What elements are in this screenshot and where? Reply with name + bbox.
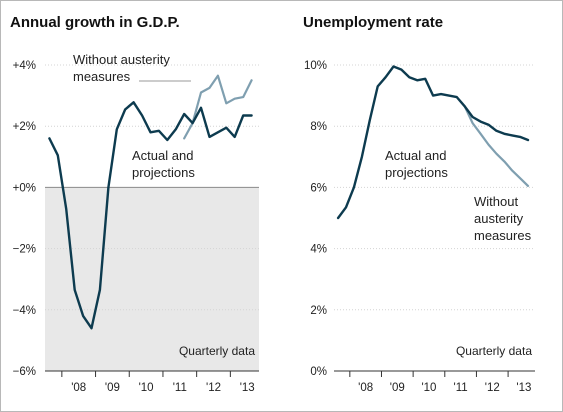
unemployment-without-label-3: measures: [474, 228, 532, 243]
gdp-x-tick-label: '08: [71, 382, 86, 394]
gdp-y-ticks: +4% +2% +0% −2% −4% −6%: [13, 60, 36, 378]
gdp-without-label-2: measures: [73, 69, 131, 84]
unemployment-x-ticks: '08 '09 '10 '11 '12 '13: [349, 371, 531, 394]
un-y-tick-label: 8%: [310, 121, 327, 133]
gdp-x-tick-label: '09: [105, 382, 120, 394]
gdp-x-tick-label: '10: [139, 382, 154, 394]
un-y-tick-label: 4%: [310, 244, 327, 256]
gdp-gridlines: [45, 64, 259, 311]
unemployment-without-label-1: Without: [474, 194, 518, 209]
gdp-actual-line: [48, 101, 253, 330]
un-y-tick-label: 6%: [310, 182, 327, 194]
gdp-x-tick-label: '12: [206, 382, 221, 394]
gdp-chart: Annual growth in G.D.P. +4% +2% +0% −2% −4% −…: [10, 14, 259, 394]
gdp-x-ticks: '08 '09 '10 '11 '12 '13: [61, 371, 255, 394]
gdp-actual-label-2: projections: [132, 165, 195, 180]
unemployment-y-ticks: 10% 8% 6% 4% 2% 0%: [304, 60, 327, 378]
unemployment-chart-title: Unemployment rate: [303, 14, 443, 31]
gdp-x-tick-label: '11: [173, 382, 187, 394]
unemployment-quarterly-note: Quarterly data: [456, 344, 532, 358]
un-y-tick-label: 10%: [304, 60, 327, 72]
un-x-tick-label: '12: [485, 382, 500, 394]
gdp-quarterly-note: Quarterly data: [179, 344, 255, 358]
un-x-tick-label: '10: [421, 382, 436, 394]
gdp-without-label-1: Without austerity: [73, 52, 170, 67]
gdp-y-tick-label: −4%: [13, 305, 36, 317]
un-y-tick-label: 0%: [310, 366, 327, 378]
gdp-y-tick-label: −2%: [13, 244, 36, 256]
unemployment-without-label-2: austerity: [474, 211, 524, 226]
gdp-chart-title: Annual growth in G.D.P.: [10, 14, 180, 31]
gdp-y-tick-label: +4%: [13, 60, 36, 72]
un-x-tick-label: '08: [358, 382, 373, 394]
gdp-y-tick-label: +2%: [13, 121, 36, 133]
gdp-negative-shade: [45, 187, 259, 371]
unemployment-without-austerity-line: [463, 105, 530, 187]
un-x-tick-label: '11: [454, 382, 468, 394]
gdp-y-tick-label: −6%: [13, 366, 36, 378]
un-y-tick-label: 2%: [310, 305, 327, 317]
un-x-tick-label: '09: [390, 382, 405, 394]
gdp-without-austerity-line: [183, 74, 253, 140]
un-x-tick-label: '13: [516, 382, 531, 394]
unemployment-chart: Unemployment rate 10% 8% 6% 4% 2% 0% '08 '09 '1…: [303, 14, 535, 394]
gdp-x-tick-label: '13: [240, 382, 255, 394]
unemployment-actual-line: [336, 65, 530, 220]
gdp-y-tick-label: +0%: [13, 182, 36, 194]
gdp-actual-label-1: Actual and: [132, 148, 193, 163]
unemployment-gridlines: [334, 64, 535, 311]
unemployment-actual-label-1: Actual and: [385, 148, 446, 163]
unemployment-actual-label-2: projections: [385, 165, 448, 180]
